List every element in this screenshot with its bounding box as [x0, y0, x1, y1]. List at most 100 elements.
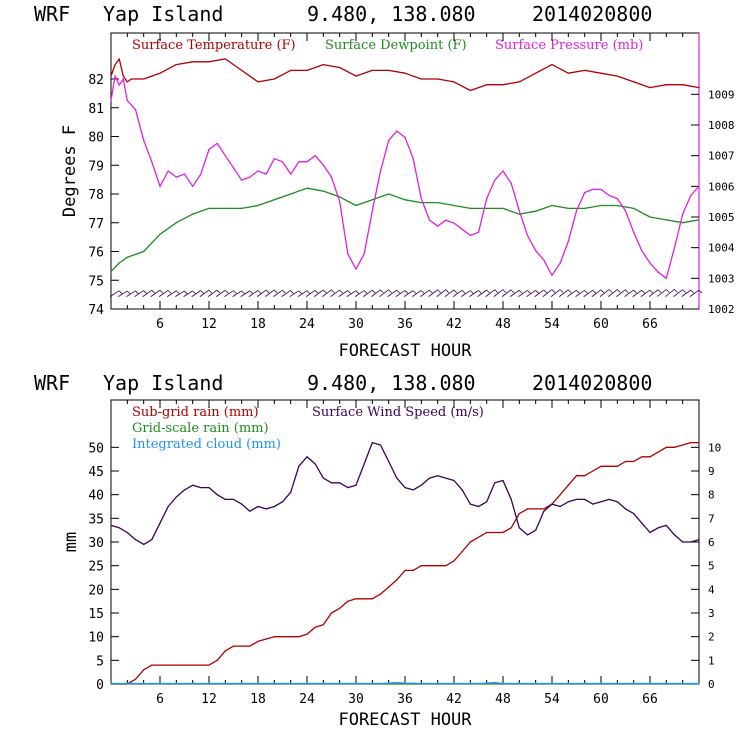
- temperature-panel: WRF Yap Island 9.480, 138.080 2014020800…: [34, 2, 735, 361]
- p1-point-surface-dewpoint-f: [600, 204, 602, 207]
- p1-point-surface-temperature-f: [134, 78, 137, 80]
- p1-point-surface-dewpoint-f: [257, 204, 259, 207]
- p1-wind-barb: [510, 289, 520, 297]
- p1-ylabel: Degrees F: [60, 125, 80, 217]
- p1-wind-barb-flag: [233, 290, 237, 294]
- p2-point-sub-grid-rain-mm: [241, 645, 243, 647]
- p1-legend-pressure: Surface Pressure (mb): [495, 38, 643, 53]
- p1-point-surface-pressure-mb: [551, 274, 553, 276]
- p2-point-integrated-cloud-mm: [494, 682, 496, 684]
- p1-wind-barb: [640, 289, 651, 297]
- p2-ytick-label: 35: [88, 512, 104, 527]
- p1-point-surface-temperature-f: [257, 81, 259, 83]
- p1-point-surface-dewpoint-f: [118, 262, 120, 264]
- p2-point-surface-wind-speed-m-s: [265, 508, 267, 510]
- p2-point-sub-grid-rain-mm: [379, 593, 382, 595]
- p1-point-surface-pressure-mb: [535, 250, 537, 252]
- p2-point-surface-wind-speed-m-s: [673, 534, 676, 536]
- p2-point-sub-grid-rain-mm: [208, 664, 210, 666]
- p1-point-surface-temperature-f: [567, 72, 569, 74]
- p1-y2tick-label: 1009: [708, 88, 735, 101]
- p1-point-surface-temperature-f: [469, 89, 471, 92]
- p2-legend-gridscale: Grid-scale rain (mm): [132, 421, 269, 436]
- p1-wind-barb-flag: [600, 289, 605, 294]
- p2-y2tick-label: 2: [708, 631, 715, 644]
- p1-wind-barb-flag: [192, 290, 196, 295]
- p2-points-integrated-cloud-mm: [110, 682, 700, 685]
- p2-point-sub-grid-rain-mm: [330, 612, 333, 614]
- p2-y2tick-label: 6: [708, 536, 715, 549]
- p2-point-surface-wind-speed-m-s: [543, 510, 545, 512]
- p1-point-surface-pressure-mb: [510, 182, 512, 184]
- p1-wind-barb-flag: [665, 289, 670, 293]
- p1-wind-barb-flag: [592, 289, 597, 294]
- p1-title-coords: 9.480, 138.080: [307, 2, 476, 26]
- p1-wind-barb-flag: [224, 289, 229, 294]
- p2-point-surface-wind-speed-m-s: [151, 539, 153, 541]
- p1-wind-barb: [224, 290, 234, 297]
- p1-wind-barb-flag: [118, 290, 123, 295]
- p2-series-sub-grid-rain-mm: [111, 441, 699, 685]
- p1-wind-barb-flag: [412, 290, 417, 294]
- p2-point-sub-grid-rain-mm: [453, 560, 455, 562]
- p1-point-surface-temperature-f: [122, 75, 124, 77]
- p2-point-sub-grid-rain-mm: [633, 460, 635, 463]
- p2-legend-cloud: Integrated cloud (mm): [132, 437, 281, 452]
- p1-wind-barb-flag: [690, 289, 695, 294]
- p1-wind-barb: [363, 289, 373, 297]
- p1-wind-barb: [559, 289, 569, 297]
- p2-point-surface-wind-speed-m-s: [126, 531, 128, 534]
- p1-wind-barb-flag: [200, 290, 205, 294]
- p2-y2tick-label: 1: [708, 654, 715, 667]
- p1-wind-barb: [330, 289, 340, 297]
- p1-wind-barb-flag: [625, 289, 629, 293]
- p1-wind-barb-flag: [380, 289, 384, 294]
- p2-point-surface-wind-speed-m-s: [241, 503, 243, 505]
- p2-point-sub-grid-rain-mm: [502, 531, 504, 534]
- p1-point-surface-dewpoint-f: [535, 210, 537, 212]
- p1-wind-barb-flag: [494, 289, 499, 293]
- p1-point-surface-dewpoint-f: [159, 233, 161, 235]
- p2-point-surface-wind-speed-m-s: [437, 475, 439, 477]
- p1-wind-barb-flag: [682, 289, 686, 293]
- p2-point-surface-wind-speed-m-s: [200, 487, 202, 489]
- p2-point-sub-grid-rain-mm: [290, 636, 292, 638]
- p1-wind-barb-flag: [257, 290, 262, 294]
- p1-wind-barb: [469, 290, 479, 297]
- p2-point-surface-wind-speed-m-s: [379, 444, 382, 446]
- p2-point-surface-wind-speed-m-s: [518, 527, 520, 529]
- p2-point-surface-wind-speed-m-s: [306, 456, 308, 458]
- p1-ytick-label: 76: [88, 246, 104, 261]
- p1-point-surface-pressure-mb: [633, 231, 635, 233]
- p2-point-surface-wind-speed-m-s: [143, 543, 145, 546]
- p1-wind-barb-flag: [429, 289, 433, 294]
- p1-wind-barb-flag: [567, 289, 572, 294]
- p1-point-surface-dewpoint-f: [453, 204, 455, 207]
- p1-point-surface-temperature-f: [208, 61, 210, 63]
- p1-point-surface-temperature-f: [241, 69, 243, 71]
- p1-y2tick-label: 1004: [708, 242, 735, 255]
- p1-xtick-label: 54: [544, 317, 560, 332]
- p2-points-sub-grid-rain-mm: [110, 442, 700, 685]
- p1-point-surface-temperature-f: [110, 75, 112, 77]
- p1-point-surface-pressure-mb: [420, 198, 422, 200]
- p2-point-surface-wind-speed-m-s: [388, 460, 390, 463]
- p1-point-surface-pressure-mb: [624, 210, 627, 212]
- p2-point-sub-grid-rain-mm: [600, 465, 602, 467]
- p1-point-surface-temperature-f: [535, 72, 537, 74]
- p1-wind-barb: [305, 289, 316, 297]
- p1-point-surface-temperature-f: [584, 69, 586, 71]
- p2-point-surface-wind-speed-m-s: [314, 463, 316, 465]
- p2-point-sub-grid-rain-mm: [543, 508, 545, 510]
- p2-point-sub-grid-rain-mm: [314, 626, 316, 628]
- p1-point-surface-temperature-f: [698, 87, 700, 89]
- p2-xtick-label: 18: [250, 692, 266, 707]
- p1-point-surface-temperature-f: [306, 69, 308, 71]
- p2-y2tick-label: 3: [708, 607, 715, 620]
- p2-point-surface-wind-speed-m-s: [445, 477, 447, 479]
- p2-point-sub-grid-rain-mm: [437, 565, 439, 567]
- p1-ytick-label: 82: [88, 73, 104, 88]
- p1-wind-barb: [550, 289, 561, 297]
- p1-wind-barb: [126, 290, 136, 297]
- p1-point-surface-pressure-mb: [265, 173, 267, 175]
